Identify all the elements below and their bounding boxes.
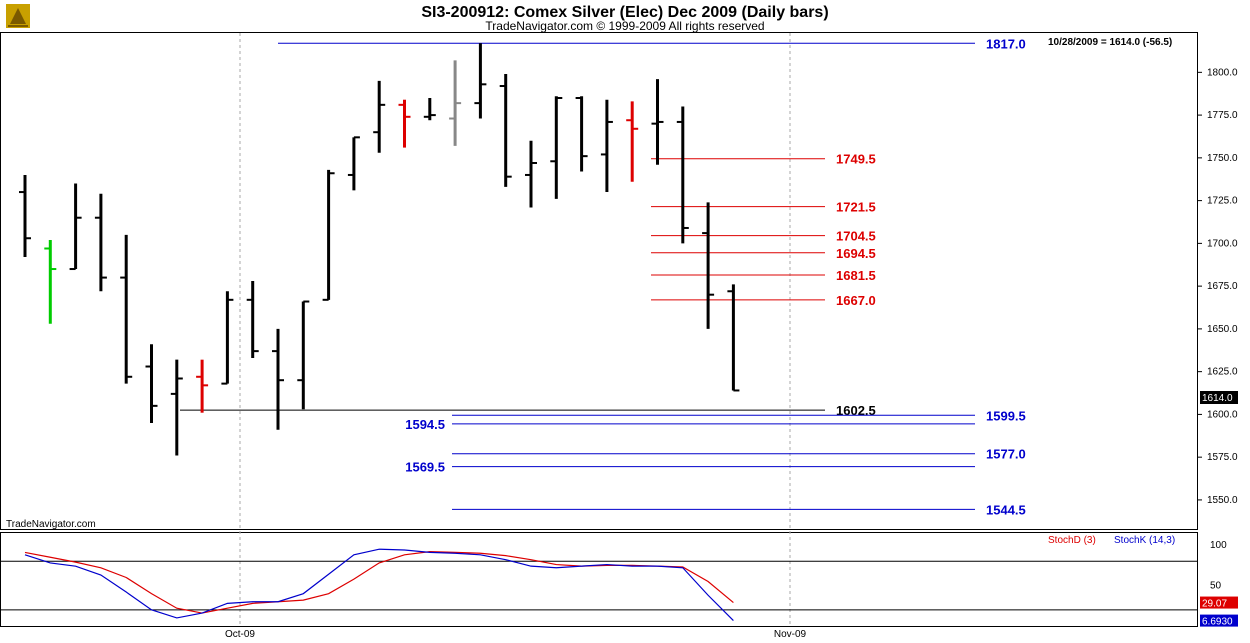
price-level-label: 1599.5 xyxy=(986,408,1026,423)
ohlc-bar xyxy=(170,359,183,456)
price-tick-label: 1550.0 xyxy=(1207,495,1238,506)
price-tick-label: 1575.0 xyxy=(1207,452,1238,463)
osc-last-value-box xyxy=(1200,614,1238,627)
ohlc-bar xyxy=(449,60,462,146)
chart-title: SI3-200912: Comex Silver (Elec) Dec 2009… xyxy=(421,4,828,21)
ohlc-bar xyxy=(423,97,436,121)
ohlc-bar xyxy=(246,281,259,358)
price-tick-label: 1700.0 xyxy=(1207,238,1238,249)
osc-tick-label: 100 xyxy=(1210,540,1227,551)
ohlc-bar xyxy=(600,99,613,193)
ohlc-bar xyxy=(347,136,360,191)
price-tick-label: 1600.0 xyxy=(1207,409,1238,420)
osc-last-value-label: 29.07 xyxy=(1202,599,1227,610)
last-price-label: 1614.0 xyxy=(1202,393,1233,404)
osc-last-value-box xyxy=(1200,596,1238,609)
oscillator-pane xyxy=(0,532,1198,627)
ohlc-bar xyxy=(676,106,689,244)
price-level-label: 1594.5 xyxy=(405,417,445,432)
price-tick-label: 1800.0 xyxy=(1207,67,1238,78)
brand-watermark: TradeNavigator.com xyxy=(6,519,96,530)
price-levels: 1817.0 1749.5 1721.5 1704.5 1694.5 1681.5 1667… xyxy=(180,36,1026,517)
ohlc-bar xyxy=(272,328,284,430)
ohlc-bar xyxy=(221,291,234,385)
ohlc-bar xyxy=(69,183,82,271)
price-level-label: 1704.5 xyxy=(836,229,876,244)
stochastic-lines: 100 50 29.07 6.6930 xyxy=(1,540,1238,628)
ohlc-bar xyxy=(575,96,588,172)
ohlc-bar xyxy=(525,140,537,208)
ohlc-bar xyxy=(727,284,740,392)
logo-icon xyxy=(6,4,30,28)
price-tick-label: 1775.0 xyxy=(1207,110,1238,121)
ohlc-bar xyxy=(626,101,639,182)
osc-last-value-label: 6.6930 xyxy=(1202,617,1233,628)
copyright-text: TradeNavigator.com © 1999-2009 All right… xyxy=(485,19,764,33)
osc-tick-label: 50 xyxy=(1210,581,1222,592)
ohlc-bar xyxy=(322,169,335,301)
ohlc-bar xyxy=(145,344,158,423)
price-tick-label: 1750.0 xyxy=(1207,153,1238,164)
price-pane xyxy=(0,32,1198,530)
ohlc-bar xyxy=(398,99,411,148)
ohlc-bar xyxy=(44,239,57,324)
time-axis: Oct-09 Nov-09 xyxy=(225,629,807,640)
ohlc-bars xyxy=(19,43,740,456)
ohlc-bar xyxy=(196,359,209,413)
last-price-box xyxy=(1200,391,1238,404)
price-level-label: 1721.5 xyxy=(836,200,876,215)
price-readout: 10/28/2009 = 1614.0 (-56.5) xyxy=(1048,37,1172,48)
stochk-line xyxy=(24,548,734,622)
price-level-label: 1694.5 xyxy=(836,246,876,261)
price-level-label: 1602.5 xyxy=(836,403,876,418)
price-tick-label: 1625.0 xyxy=(1207,367,1238,378)
price-level-label: 1817.0 xyxy=(986,36,1026,51)
price-level-label: 1569.5 xyxy=(405,460,445,475)
ohlc-bar xyxy=(120,234,133,384)
ohlc-bar xyxy=(19,174,31,258)
price-tick-label: 1650.0 xyxy=(1207,324,1238,335)
price-level-label: 1681.5 xyxy=(836,268,876,283)
ohlc-bar xyxy=(94,193,107,292)
price-tick-label: 1675.0 xyxy=(1207,281,1238,292)
ohlc-bar xyxy=(297,300,310,410)
legend-stochd: StochD (3) xyxy=(1048,535,1096,546)
time-tick-label: Oct-09 xyxy=(225,629,255,640)
price-level-label: 1667.0 xyxy=(836,293,876,308)
price-level-label: 1577.0 xyxy=(986,447,1026,462)
ohlc-bar xyxy=(474,43,487,119)
ohlc-bar xyxy=(651,79,664,165)
ohlc-bar xyxy=(373,80,386,153)
price-level-label: 1749.5 xyxy=(836,152,876,167)
price-tick-label: 1725.0 xyxy=(1207,196,1238,207)
price-level-label: 1544.5 xyxy=(986,502,1026,517)
ohlc-bar xyxy=(550,96,563,199)
time-tick-label: Nov-09 xyxy=(774,629,807,640)
price-axis: 1550.0 1575.0 1600.0 1625.0 1650.0 1675.0 1700… xyxy=(1197,67,1238,506)
ohlc-bar xyxy=(499,74,512,187)
legend-stochk: StochK (14,3) xyxy=(1114,535,1175,546)
ohlc-bar xyxy=(702,202,715,329)
